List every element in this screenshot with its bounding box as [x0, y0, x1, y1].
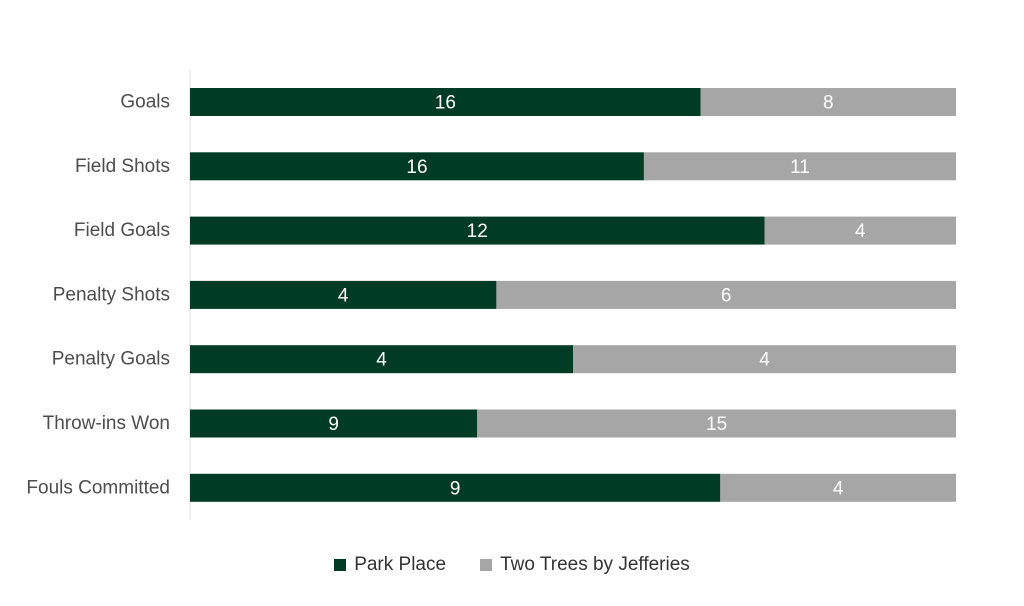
data-label-field-goals-series-0: 12: [467, 221, 488, 242]
data-label-penalty-shots-series-1: 6: [721, 285, 732, 306]
bar-field-goals-series-0: [190, 216, 765, 245]
category-label-field-shots: Field Shots: [75, 156, 170, 177]
bar-throw-ins-won-series-0: [190, 409, 478, 438]
bar-penalty-shots-series-1: [496, 280, 956, 309]
data-label-fouls-committed-series-0: 9: [450, 478, 461, 499]
category-label-throw-ins-won: Throw-ins Won: [43, 413, 170, 434]
data-label-penalty-shots-series-0: 4: [338, 285, 349, 306]
bar-goals-series-0: [190, 88, 701, 116]
data-label-field-goals-series-1: 4: [855, 221, 866, 242]
category-label-fouls-committed: Fouls Committed: [26, 477, 170, 498]
category-label-field-goals: Field Goals: [74, 220, 170, 241]
bar-goals-series-1: [700, 88, 956, 116]
bar-fouls-committed-series-0: [190, 473, 721, 502]
bar-fouls-committed-series-1: [720, 473, 956, 502]
category-label-goals: Goals: [120, 92, 170, 113]
data-label-field-shots-series-1: 11: [790, 157, 810, 178]
legend-item-two-trees: Two Trees by Jefferies: [480, 554, 690, 576]
stacked-bar-chart: Goals 16 8 Field Shots 16 11 Field Goals 12 4 Pen…: [26, 70, 956, 520]
bar-throw-ins-won-series-1: [477, 409, 956, 438]
bar-field-goals-series-1: [764, 216, 956, 245]
bar-penalty-goals-series-1: [573, 345, 956, 374]
data-label-goals-series-1: 8: [823, 93, 834, 114]
legend: Park Place Two Trees by Jefferies: [0, 554, 1024, 576]
legend-item-park-place: Park Place: [334, 554, 446, 576]
bar-penalty-shots-series-0: [190, 280, 497, 309]
category-label-penalty-goals: Penalty Goals: [52, 349, 170, 370]
data-label-fouls-committed-series-1: 4: [833, 478, 844, 499]
data-label-goals-series-0: 16: [435, 93, 456, 114]
data-label-penalty-goals-series-1: 4: [759, 350, 770, 371]
bar-field-shots-series-1: [643, 152, 956, 181]
bar-penalty-goals-series-0: [190, 345, 573, 374]
data-label-throw-ins-won-series-1: 15: [706, 414, 727, 435]
legend-swatch-two-trees: [480, 559, 493, 571]
legend-label-park-place: Park Place: [354, 554, 447, 575]
data-label-throw-ins-won-series-0: 9: [328, 414, 339, 435]
legend-swatch-park-place: [334, 559, 347, 571]
data-label-field-shots-series-0: 16: [406, 157, 427, 178]
data-label-penalty-goals-series-0: 4: [376, 350, 387, 371]
legend-label-two-trees: Two Trees by Jefferies: [500, 554, 690, 575]
category-label-penalty-shots: Penalty Shots: [53, 284, 170, 305]
bar-field-shots-series-0: [190, 152, 644, 181]
bars-group: Goals 16 8 Field Shots 16 11 Field Goals 12 4 Pen…: [26, 88, 956, 502]
